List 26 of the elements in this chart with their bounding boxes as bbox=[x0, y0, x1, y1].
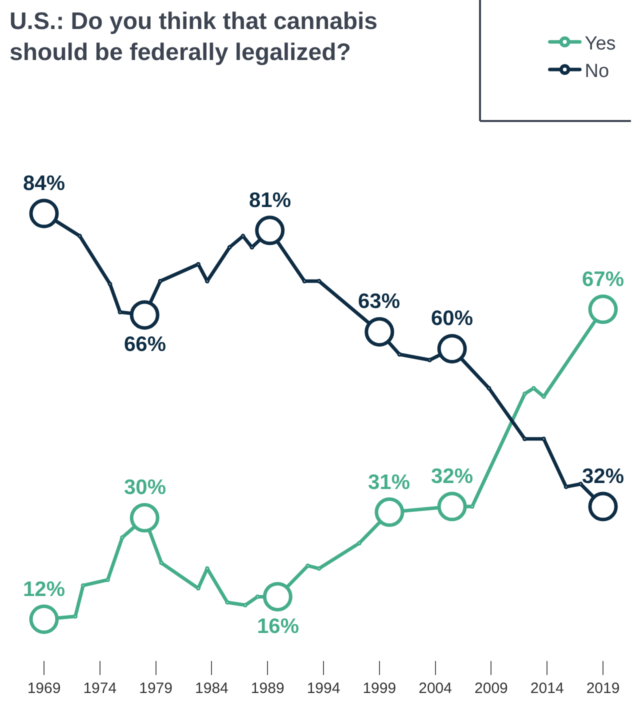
data-label: 31% bbox=[368, 471, 410, 494]
data-label: 32% bbox=[582, 465, 624, 488]
x-tick-label: 1999 bbox=[362, 680, 396, 697]
x-tick-label: 2014 bbox=[530, 680, 564, 697]
x-tick-label: 1989 bbox=[250, 680, 284, 697]
data-label: 81% bbox=[249, 189, 292, 212]
data-label: 67% bbox=[582, 268, 624, 291]
x-tick-label: 2019 bbox=[586, 680, 620, 697]
data-label: 30% bbox=[124, 476, 166, 499]
x-tick-label: 2004 bbox=[418, 680, 452, 697]
x-tick-label: 1994 bbox=[306, 680, 340, 697]
legend-label: No bbox=[584, 60, 610, 82]
data-label: 84% bbox=[23, 172, 66, 195]
data-label: 32% bbox=[431, 465, 474, 488]
x-tick-label: 1974 bbox=[83, 680, 117, 697]
data-label: 16% bbox=[257, 615, 300, 638]
x-tick-label: 1984 bbox=[195, 680, 228, 697]
x-tick-label: 1969 bbox=[27, 680, 61, 697]
x-tick-label: 1979 bbox=[139, 680, 172, 697]
legend-label: Yes bbox=[584, 33, 616, 54]
data-label: 63% bbox=[358, 290, 400, 313]
chart-title: U.S.: Do you think that cannabis should be federally legalized? bbox=[9, 8, 378, 66]
data-label: 12% bbox=[23, 578, 66, 601]
data-label: 60% bbox=[431, 307, 474, 330]
x-tick-label: 2009 bbox=[474, 680, 508, 697]
data-label: 66% bbox=[124, 333, 166, 356]
